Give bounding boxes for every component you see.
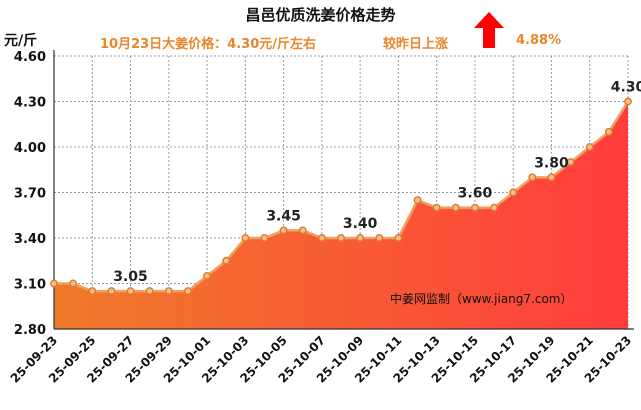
data-point [183, 287, 192, 296]
data-labels: 3.05 3.45 3.40 3.60 3.80 4.30 [113, 80, 641, 286]
data-point [107, 287, 116, 296]
data-label: 3.05 [113, 269, 148, 285]
data-point [585, 143, 594, 151]
data-label: 3.60 [458, 186, 493, 202]
y-tick-label: 2.80 [14, 323, 46, 338]
chart-title: 昌邑优质洗姜价格走势 [245, 6, 396, 24]
data-point [451, 203, 460, 212]
data-point [298, 226, 307, 235]
data-label: 4.30 [611, 80, 641, 96]
change-label: 较昨日上涨 [383, 37, 449, 52]
data-point [88, 287, 97, 296]
y-tick-label: 3.10 [14, 278, 46, 293]
y-tick-label: 3.40 [14, 232, 46, 247]
data-point [470, 203, 479, 212]
data-point [50, 279, 58, 288]
y-tick-labels: 2.80 3.10 3.40 3.70 4.00 4.30 4.60 [14, 50, 46, 338]
y-axis-unit: 元/斤 [4, 33, 38, 49]
data-point [394, 234, 403, 242]
data-label: 3.40 [343, 216, 378, 232]
data-point [547, 173, 556, 182]
change-percent: 4.88% [516, 33, 562, 48]
price-area [54, 101, 628, 329]
up-arrow-icon [474, 12, 504, 48]
data-point [222, 256, 231, 265]
data-point [413, 196, 422, 205]
watermark-text: 中姜网监制（www.jiang7.com） [390, 291, 572, 306]
data-points [50, 97, 632, 296]
data-point [203, 271, 212, 280]
data-point [624, 97, 632, 106]
data-point [317, 234, 326, 242]
data-point [337, 234, 345, 242]
data-point [432, 203, 441, 212]
y-tick-label: 4.60 [14, 50, 46, 65]
data-point [164, 287, 173, 296]
data-point [279, 226, 288, 235]
price-note: 10月23日大姜价格：4.30元/斤左右 [100, 37, 317, 52]
data-point [241, 234, 250, 242]
data-label: 3.45 [266, 208, 301, 224]
x-tick-labels: 25-09-2325-09-2525-09-2725-09-2925-10-01… [8, 333, 634, 385]
data-label: 3.80 [534, 155, 569, 171]
data-point [126, 287, 135, 296]
y-tick-label: 4.30 [14, 96, 46, 111]
data-point [260, 234, 269, 242]
y-tick-label: 3.70 [14, 187, 46, 202]
data-point [509, 188, 518, 197]
data-point [604, 127, 613, 136]
data-point [375, 234, 384, 242]
data-point [566, 158, 575, 167]
grid-lines [53, 55, 629, 330]
data-point [490, 203, 499, 212]
data-point [145, 287, 154, 296]
data-point [69, 279, 78, 288]
data-point [356, 234, 365, 242]
data-point [528, 173, 537, 182]
y-tick-label: 4.00 [14, 141, 46, 156]
